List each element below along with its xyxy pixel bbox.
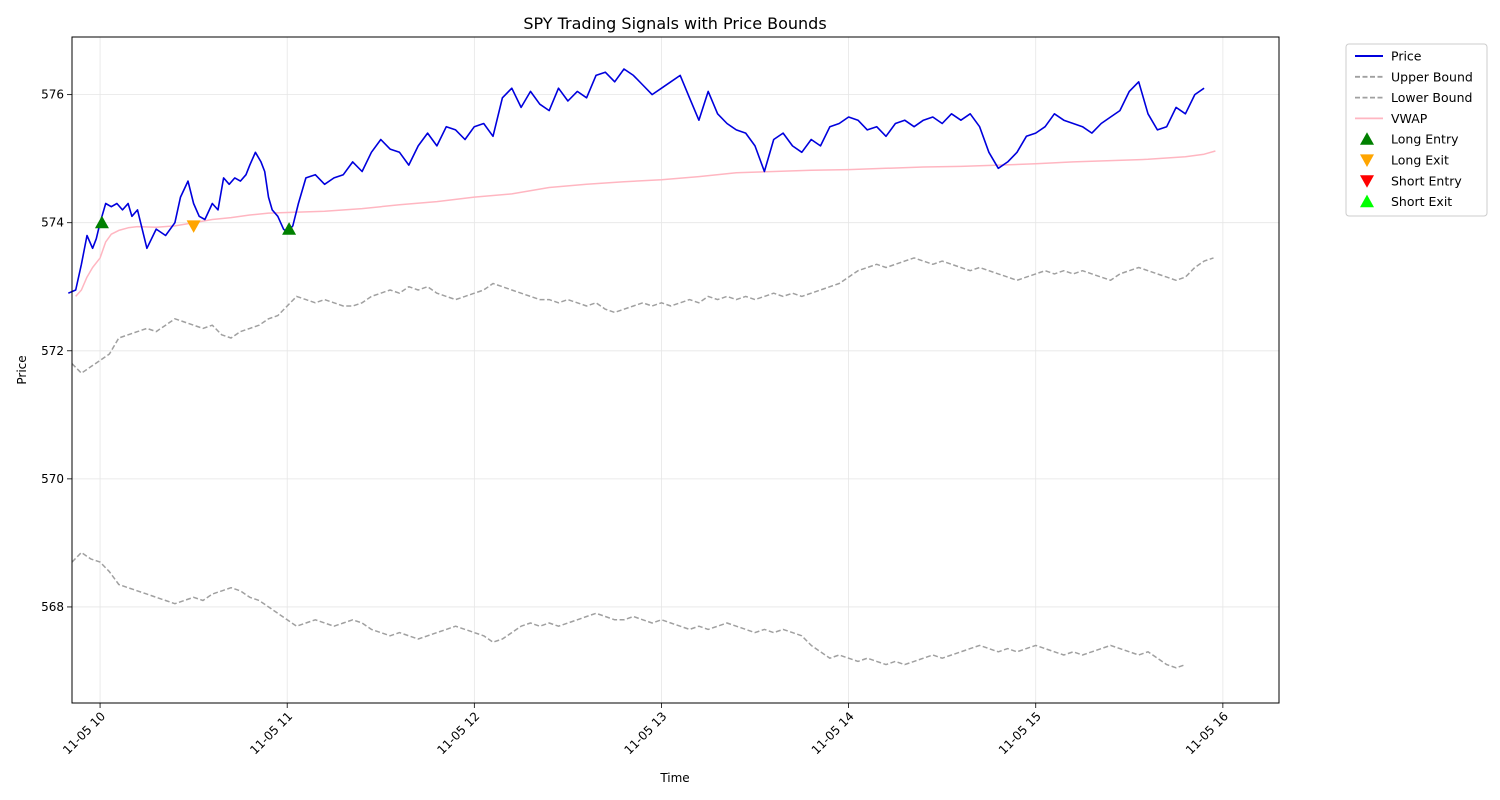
x-axis-label: Time <box>659 771 689 785</box>
legend: Price Upper Bound Lower Bound VWAP Long Entr… <box>1345 43 1488 217</box>
x-tick-label: 11-05 15 <box>996 709 1044 757</box>
legend-label-vwap: VWAP <box>1391 111 1428 126</box>
y-tick-label: 574 <box>41 216 64 230</box>
y-tick-label: 572 <box>41 344 64 358</box>
y-tick-label: 570 <box>41 472 64 486</box>
legend-label-short-exit: Short Exit <box>1391 194 1452 209</box>
series-lower-bound <box>71 551 1186 669</box>
x-tick-label: 11-05 14 <box>809 709 857 757</box>
marker-long-entry <box>94 215 109 229</box>
marker-layer <box>94 215 297 235</box>
plot-frame <box>71 36 1280 704</box>
y-axis: 568 570 572 574 576 <box>41 88 72 614</box>
legend-box <box>1345 43 1488 217</box>
series-layer <box>67 68 1216 669</box>
legend-label-short-entry: Short Entry <box>1391 173 1462 188</box>
y-axis-label: Price <box>15 355 29 384</box>
series-upper-bound <box>71 257 1214 374</box>
x-tick-label: 11-05 13 <box>622 709 670 757</box>
x-tick-label: 11-05 16 <box>1183 709 1231 757</box>
grid <box>72 37 1279 703</box>
legend-swatch-short-exit <box>1360 194 1374 208</box>
legend-label-long-exit: Long Exit <box>1391 153 1449 168</box>
x-axis: 11-05 10 11-05 11 11-05 12 11-05 13 11-05 14… <box>60 703 1231 757</box>
legend-label-upper-bound: Upper Bound <box>1391 69 1473 84</box>
x-tick-label: 11-05 12 <box>434 709 482 757</box>
x-tick-label: 11-05 11 <box>247 709 295 757</box>
x-tick-label: 11-05 10 <box>60 709 108 757</box>
legend-swatch-short-entry <box>1360 175 1374 188</box>
y-tick-label: 576 <box>41 88 64 102</box>
legend-label-long-entry: Long Entry <box>1391 132 1459 147</box>
chart-title: SPY Trading Signals with Price Bounds <box>523 14 826 33</box>
y-tick-label: 568 <box>41 600 64 614</box>
legend-label-price: Price <box>1391 49 1422 64</box>
marker-long-exit <box>186 220 201 233</box>
legend-swatch-long-exit <box>1360 154 1374 167</box>
legend-label-lower-bound: Lower Bound <box>1391 90 1472 105</box>
marker-long-entry <box>282 222 297 235</box>
series-price <box>67 68 1205 294</box>
series-vwap <box>75 150 1216 297</box>
legend-swatch-long-entry <box>1360 132 1374 145</box>
